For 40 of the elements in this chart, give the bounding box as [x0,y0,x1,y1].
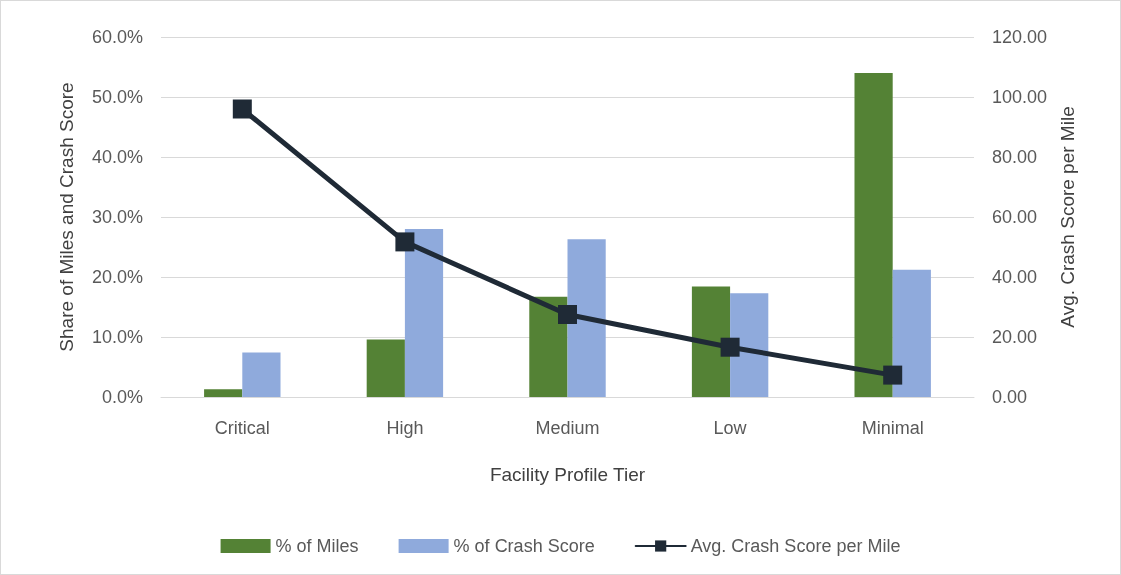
y2-tick-label: 120.00 [992,27,1048,47]
legend-label: % of Crash Score [453,536,595,556]
x-tick-label: Minimal [861,418,924,438]
bar [366,339,405,397]
point [558,305,577,324]
y-tick-label: 0.0% [101,387,143,407]
legend-label: Avg. Crash Score per Mile [690,536,901,556]
bar [892,269,931,397]
point [720,337,740,357]
y2-tick-label: 100.00 [992,87,1048,107]
y-axis-title: Share of Miles and Crash Score [56,82,77,352]
y-tick-label: 20.0% [91,267,143,287]
point [232,99,252,119]
x-tick-label: Critical [214,418,270,438]
y-tick-label: 40.0% [91,147,143,167]
legend-label: % of Miles [275,536,359,556]
bar [854,73,893,397]
y-tick-label: 30.0% [91,207,143,227]
y2-tick-label: 40.00 [992,267,1038,287]
x-tick-label: Low [713,418,748,438]
bar [204,389,243,397]
x-axis-title: Facility Profile Tier [489,464,646,485]
x-tick-label: High [386,418,424,438]
bar [242,352,281,397]
point [883,365,903,385]
y2-tick-label: 60.00 [992,207,1038,227]
y-tick-label: 60.0% [91,27,143,47]
x-tick-label: Medium [535,418,600,438]
bar [567,239,606,397]
y2-tick-label: 80.00 [992,147,1038,167]
y-tick-label: 10.0% [91,327,143,347]
point [395,232,415,252]
y-tick-label: 50.0% [91,87,143,107]
bar [730,293,769,397]
y2-tick-label: 0.00 [992,387,1028,407]
bar [691,286,731,397]
y2-tick-label: 20.00 [992,327,1038,347]
bar [529,296,568,397]
bar [404,229,444,397]
y2-axis-title: Avg. Crash Score per Mile [1056,106,1078,328]
